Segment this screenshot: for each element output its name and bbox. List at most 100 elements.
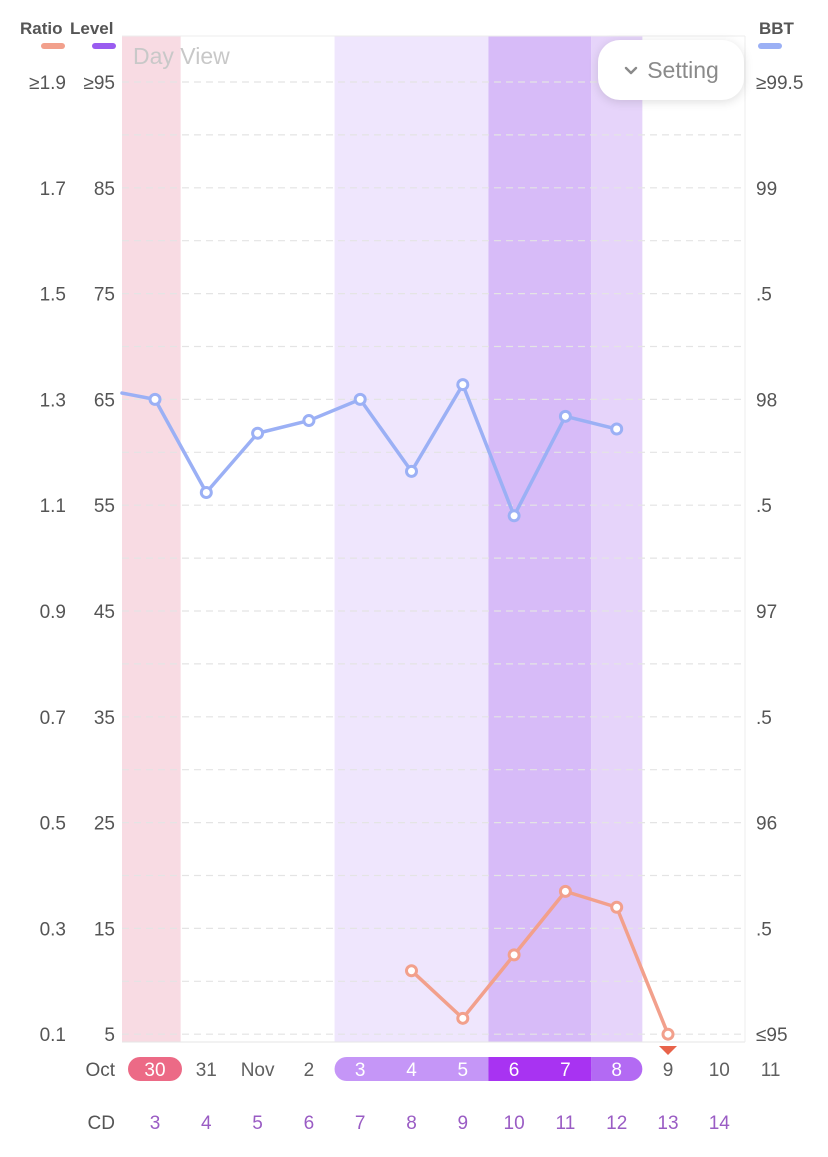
legend-level-swatch [92,43,116,49]
cycle-day-label: 9 [458,1113,469,1134]
chevron-down-icon [624,66,638,75]
ratio-tick-label: 0.9 [40,602,66,623]
bbt-tick-label: 99 [756,179,777,200]
day-label: 9 [663,1060,674,1081]
level-tick-label: 5 [104,1025,115,1046]
period-pill [128,1057,182,1081]
bbt-point [353,392,367,406]
cycle-day-label: 7 [355,1113,366,1134]
cycle-day-label: 6 [304,1113,315,1134]
day-label: 11 [761,1060,781,1081]
legend-ratio-label: Ratio [20,19,63,38]
ratio-tick-label: 0.1 [40,1025,66,1046]
level-pill-segment [488,1057,592,1081]
series-layer [120,378,677,1055]
day-label: 10 [709,1060,730,1081]
month-label: Oct [85,1060,115,1081]
bbt-tick-label: .5 [756,285,772,306]
level-tick-label: 25 [94,814,115,835]
bbt-point [148,392,162,406]
legend: Ratio Level BBT [20,19,795,49]
day-label: 5 [458,1060,469,1081]
day-label: 4 [406,1060,417,1081]
legend-ratio-swatch [41,43,65,49]
level-pill-fill [411,1057,489,1081]
ratio-point [456,1011,470,1025]
right-axis: ≥99.5 99 .5 98 .5 97 .5 96 .5 ≤95 [756,73,803,1046]
cycle-day-label: 5 [252,1113,263,1134]
view-label: Day View [133,43,230,69]
level-tick-label: 15 [94,919,115,940]
cycle-day-label: 8 [406,1113,417,1134]
bbt-tick-label: 96 [756,814,777,835]
bbt-tick-label: .5 [756,919,772,940]
ratio-point [507,948,521,962]
legend-bbt-label: BBT [759,19,795,38]
level-band-1 [488,36,592,1042]
bbt-point [558,409,572,423]
ratio-tick-label: 1.7 [40,179,66,200]
level-tick-label: 75 [94,285,115,306]
day-label: 31 [196,1060,217,1081]
ratio-tick-label: 1.1 [40,496,66,517]
day-label: 8 [611,1060,622,1081]
date-axis: Oct CD 30 3 31 4 Nov 5 2 6 3 7 4 8 5 9 6 10 7 11 8 12 9 13 10 14 1… [85,1057,780,1134]
ratio-point [661,1027,675,1041]
grid-lines [122,35,746,1043]
setting-button[interactable]: Setting [598,40,744,100]
bbt-point [610,422,624,436]
bbt-point [507,509,521,523]
cycle-day-label: 14 [709,1113,731,1134]
legend-bbt-swatch [758,43,782,49]
bbt-tick-label: ≤95 [756,1025,788,1046]
ratio-tick-label: 1.5 [40,285,66,306]
level-tick-label: 35 [94,708,115,729]
bbt-point [199,486,213,500]
bbt-tick-label: .5 [756,708,772,729]
day-label: 30 [144,1060,165,1081]
legend-level-label: Level [70,19,113,38]
bbt-tick-label: 97 [756,602,777,623]
bbt-point [251,426,265,440]
bbt-point [456,378,470,392]
cd-label: CD [88,1113,115,1134]
bbt-point [302,414,316,428]
level-tick-label: ≥95 [83,73,115,94]
cycle-day-label: 3 [150,1113,161,1134]
background-bands [122,36,643,1042]
day-label: 2 [304,1060,315,1081]
ratio-point [405,964,418,978]
period-band [122,36,181,1042]
level-tick-label: 55 [94,496,115,517]
cycle-day-label: 11 [556,1113,576,1134]
level-pill-fill [591,1057,617,1081]
ratio-line [409,889,670,1036]
day-label: 3 [355,1060,366,1081]
ratio-tick-label: 1.3 [40,390,66,411]
level-band-2 [591,36,643,1042]
ratio-tick-label: 0.3 [40,919,66,940]
cycle-day-label: 13 [657,1113,678,1134]
level-band-0 [334,36,489,1042]
bbt-tick-label: 98 [756,390,777,411]
bbt-point [405,464,418,478]
day-label: 7 [560,1060,571,1081]
cycle-day-label: 10 [504,1113,525,1134]
level-tick-label: 85 [94,179,115,200]
below-range-marker [659,1046,677,1055]
day-label: 6 [509,1060,520,1081]
ratio-tick-label: ≥1.9 [29,73,66,94]
level-tick-label: 65 [94,390,115,411]
left-axes: ≥1.9 1.7 1.5 1.3 1.1 0.9 0.7 0.5 0.3 0.1 ≥95 85 75 65… [29,73,115,1046]
bbt-tick-label: .5 [756,496,772,517]
ratio-point [610,900,624,914]
cycle-day-label: 4 [201,1113,212,1134]
ratio-tick-label: 0.5 [40,814,66,835]
cycle-day-label: 12 [606,1113,627,1134]
ratio-tick-label: 0.7 [40,708,66,729]
day-label: Nov [241,1060,275,1081]
setting-label: Setting [647,56,719,83]
ratio-point [558,884,572,898]
bbt-tick-label: ≥99.5 [756,73,803,94]
